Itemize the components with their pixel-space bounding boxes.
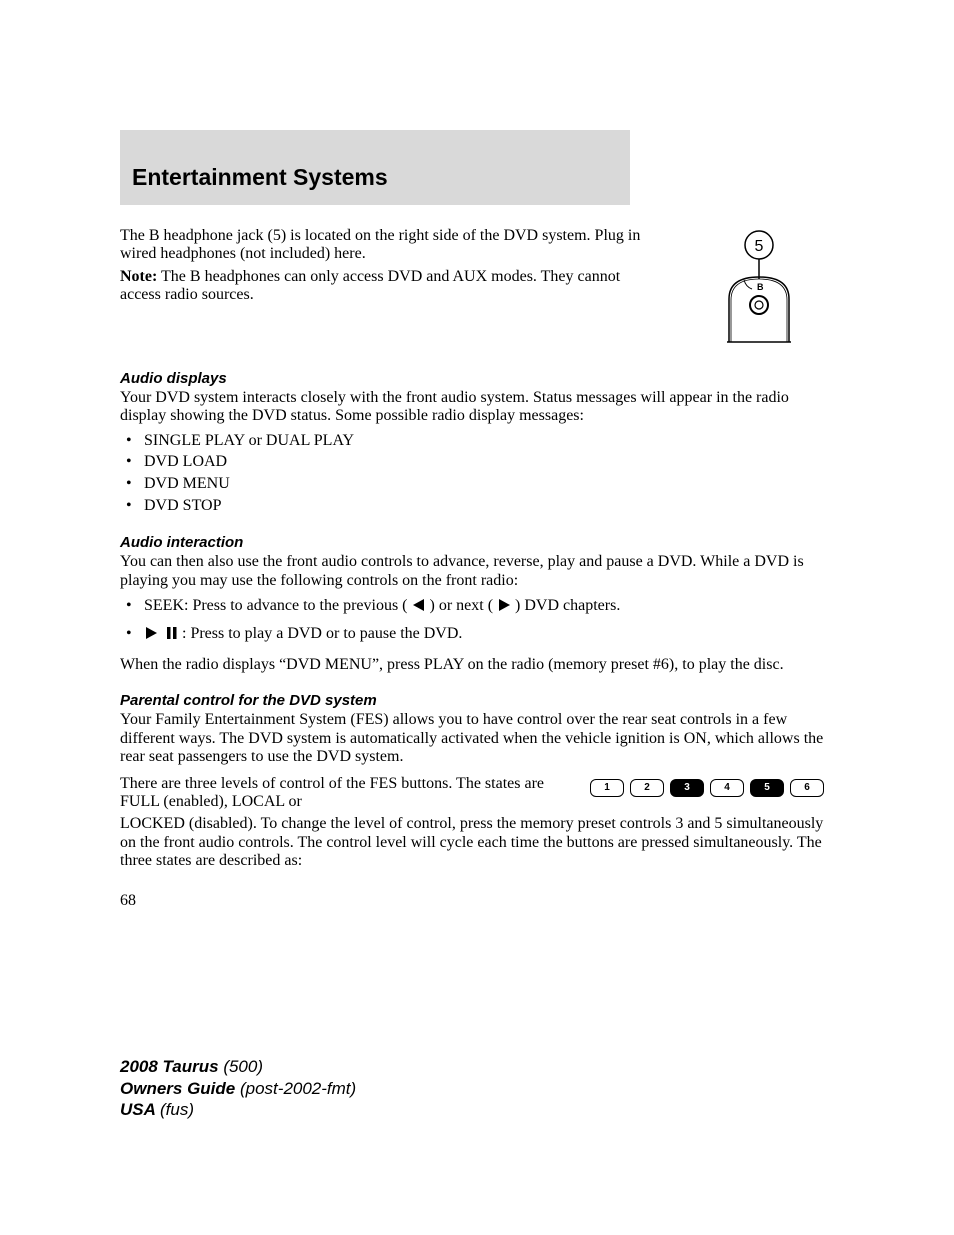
play-pause-text: : Press to play a DVD or to pause the DV… <box>182 625 462 642</box>
preset-button-6: 6 <box>790 779 824 797</box>
footer-region: USA <box>120 1100 160 1119</box>
audio-interaction-intro: You can then also use the front audio co… <box>120 553 824 590</box>
parental-p2-cont: LOCKED (disabled). To change the level o… <box>120 815 824 870</box>
headphone-figure: 5 B <box>694 227 824 352</box>
page-number: 68 <box>120 892 824 910</box>
preset-buttons-figure: 123456 <box>590 775 824 797</box>
callout-number-icon: 5 <box>755 238 764 255</box>
next-triangle-icon <box>497 598 511 618</box>
footer-line-2: Owners Guide (post-2002-fmt) <box>120 1078 356 1099</box>
parental-p2-left: There are three levels of control of the… <box>120 775 560 812</box>
footer-block: 2008 Taurus (500) Owners Guide (post-200… <box>120 1056 356 1120</box>
audio-displays-heading: Audio displays <box>120 370 824 387</box>
section-header-band: Entertainment Systems <box>120 130 630 205</box>
audio-displays-intro: Your DVD system interacts closely with t… <box>120 389 824 426</box>
footer-line-1: 2008 Taurus (500) <box>120 1056 356 1077</box>
footer-guide-fmt: (post-2002-fmt) <box>240 1079 356 1098</box>
jack-b-label-icon: B <box>757 282 764 292</box>
preset-button-4: 4 <box>710 779 744 797</box>
jack-note: Note: The B headphones can only access D… <box>120 268 664 305</box>
preset-button-2: 2 <box>630 779 664 797</box>
play-pause-bullet: : Press to play a DVD or to pause the DV… <box>120 624 824 646</box>
list-item: DVD STOP <box>120 495 824 517</box>
play-triangle-icon <box>144 626 158 646</box>
seek-text-post: ) DVD chapters. <box>515 597 620 614</box>
preset-button-3: 3 <box>670 779 704 797</box>
seek-bullet: SEEK: Press to advance to the previous (… <box>120 596 824 618</box>
footer-region-code: (fus) <box>160 1100 194 1119</box>
previous-triangle-icon <box>412 598 426 618</box>
pause-bars-icon <box>166 626 178 646</box>
footer-model-code: (500) <box>223 1057 263 1076</box>
section-title: Entertainment Systems <box>132 164 618 191</box>
footer-line-3: USA (fus) <box>120 1099 356 1120</box>
footer-guide: Owners Guide <box>120 1079 240 1098</box>
note-label: Note: <box>120 268 157 285</box>
preset-button-1: 1 <box>590 779 624 797</box>
list-item: DVD LOAD <box>120 451 824 473</box>
jack-paragraph: The B headphone jack (5) is located on t… <box>120 227 664 264</box>
list-item: SINGLE PLAY or DUAL PLAY <box>120 430 824 452</box>
radio-messages-list: SINGLE PLAY or DUAL PLAY DVD LOAD DVD ME… <box>120 430 824 516</box>
footer-model: 2008 Taurus <box>120 1057 223 1076</box>
seek-text-mid: ) or next ( <box>430 597 494 614</box>
preset-button-5: 5 <box>750 779 784 797</box>
jack-block: The B headphone jack (5) is located on t… <box>120 227 824 352</box>
note-body: The B headphones can only access DVD and… <box>120 268 620 303</box>
parental-p1: Your Family Entertainment System (FES) a… <box>120 711 824 766</box>
audio-interaction-heading: Audio interaction <box>120 534 824 551</box>
parental-heading: Parental control for the DVD system <box>120 692 824 709</box>
seek-text-pre: SEEK: Press to advance to the previous ( <box>144 597 408 614</box>
list-item: DVD MENU <box>120 473 824 495</box>
dvd-menu-paragraph: When the radio displays “DVD MENU”, pres… <box>120 656 824 674</box>
